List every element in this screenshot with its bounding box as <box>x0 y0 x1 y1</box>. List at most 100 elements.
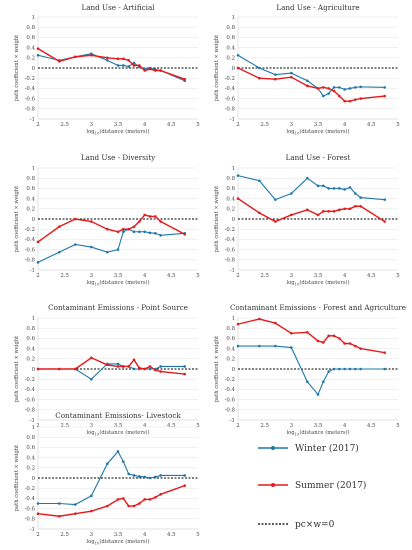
y-tick-label: -0.2 <box>225 227 235 233</box>
data-point-summer <box>106 56 109 60</box>
data-point-summer <box>116 57 120 61</box>
data-point-winter <box>327 370 330 373</box>
data-point-winter <box>332 187 336 190</box>
data-point-summer <box>383 94 386 98</box>
y-tick-label: 0.4 <box>26 45 35 51</box>
panel-title: Land Use - Forest <box>286 153 351 162</box>
data-point-winter <box>116 248 120 251</box>
data-point-winter <box>354 367 357 371</box>
x-tick-label: 2 <box>236 273 239 279</box>
chart-panel-4: Land Use - Forest 1 0.8 0.6 0.4 0.2 0 -0.2 -0.4 -… <box>214 153 400 287</box>
y-axis-label: path coefficient × weight <box>14 444 20 511</box>
data-point-winter <box>236 53 240 57</box>
y-tick-label: -0.6 <box>25 397 36 403</box>
y-tick-label: 0.2 <box>226 357 235 363</box>
data-point-winter <box>327 187 330 190</box>
data-point-summer <box>343 99 346 103</box>
data-point-winter <box>132 474 136 477</box>
y-tick-label: 1 <box>232 316 235 322</box>
data-point-winter <box>348 186 352 189</box>
y-tick-label: -1 <box>30 418 35 424</box>
y-tick-label: -0.8 <box>225 258 236 264</box>
y-tick-label: 1 <box>32 425 35 431</box>
y-tick-label: -0.2 <box>225 377 235 383</box>
data-point-summer <box>359 204 362 208</box>
data-point-summer <box>58 367 61 371</box>
legend-marker <box>271 446 275 450</box>
data-point-winter <box>148 476 152 480</box>
legend-label: Winter (2017) <box>295 443 359 454</box>
legend-item: Winter (2017) <box>258 443 359 454</box>
data-point-winter <box>316 184 320 188</box>
data-point-winter <box>236 174 240 177</box>
y-tick-label: -0.8 <box>25 517 36 523</box>
x-tick-label: 3.5 <box>114 532 123 538</box>
data-point-winter <box>383 367 386 371</box>
data-point-summer <box>154 496 157 499</box>
data-point-summer <box>274 321 277 325</box>
data-point-winter <box>290 192 293 195</box>
y-axis-label: path coefficient × weight <box>214 34 220 101</box>
x-tick-label: 2.5 <box>60 273 69 279</box>
data-point-summer <box>258 211 261 215</box>
x-tick-label: 4 <box>343 423 347 429</box>
y-tick-label: 0.2 <box>26 357 35 363</box>
x-tick-label: 4 <box>143 532 147 538</box>
data-point-summer <box>258 76 261 80</box>
y-tick-label: -0.6 <box>25 96 36 102</box>
y-tick-label: -0.4 <box>25 387 36 393</box>
y-tick-label: 0.6 <box>26 336 35 342</box>
data-point-summer <box>148 67 152 71</box>
x-tick-label: 3 <box>290 122 294 128</box>
series-line-summer <box>37 484 185 517</box>
data-point-summer <box>143 367 146 371</box>
data-point-summer <box>106 363 109 367</box>
y-tick-label: -0.8 <box>25 258 36 264</box>
data-point-summer <box>58 514 61 518</box>
x-tick-label: 4 <box>343 122 347 128</box>
series-line-summer <box>237 67 385 102</box>
data-point-winter <box>58 502 61 505</box>
y-tick-label: 0.6 <box>26 445 35 451</box>
data-point-winter <box>354 192 357 195</box>
data-point-winter <box>36 261 40 264</box>
x-tick-label: 3 <box>290 273 294 279</box>
y-axis-label: path coefficient × weight <box>14 335 20 402</box>
data-point-winter <box>322 94 325 98</box>
x-tick-label: 2 <box>236 122 239 128</box>
y-tick-label: -1 <box>230 418 235 424</box>
y-tick-label: 0.4 <box>26 196 35 202</box>
y-tick-label: 0.4 <box>226 45 235 51</box>
data-point-summer <box>383 220 386 223</box>
data-point-summer <box>148 498 152 501</box>
data-point-summer <box>58 225 61 228</box>
y-tick-label: 0 <box>32 367 36 373</box>
data-point-winter <box>148 367 152 371</box>
x-axis-label: log10(distance (meters)) <box>286 279 349 287</box>
data-point-winter <box>183 474 186 477</box>
data-point-summer <box>148 365 152 368</box>
data-point-winter <box>159 474 162 477</box>
data-point-winter <box>332 86 336 89</box>
data-point-summer <box>274 77 277 81</box>
data-point-summer <box>36 240 40 244</box>
data-point-summer <box>306 330 309 334</box>
x-tick-label: 4 <box>143 423 147 429</box>
data-point-winter <box>90 377 93 381</box>
y-tick-label: 0.6 <box>26 35 35 41</box>
data-point-winter <box>343 188 346 191</box>
data-point-summer <box>122 57 125 61</box>
data-point-winter <box>154 231 157 235</box>
data-point-winter <box>338 187 341 190</box>
data-point-summer <box>106 227 109 231</box>
data-point-summer <box>159 69 162 72</box>
data-point-winter <box>74 243 77 246</box>
y-tick-label: 1 <box>32 15 35 21</box>
legend-marker <box>271 483 275 487</box>
y-tick-label: 0 <box>232 217 236 223</box>
data-point-summer <box>359 347 362 350</box>
data-point-winter <box>332 367 336 371</box>
data-point-winter <box>36 502 40 505</box>
y-tick-label: 0.2 <box>26 56 35 62</box>
y-tick-label: 0.8 <box>226 326 235 332</box>
